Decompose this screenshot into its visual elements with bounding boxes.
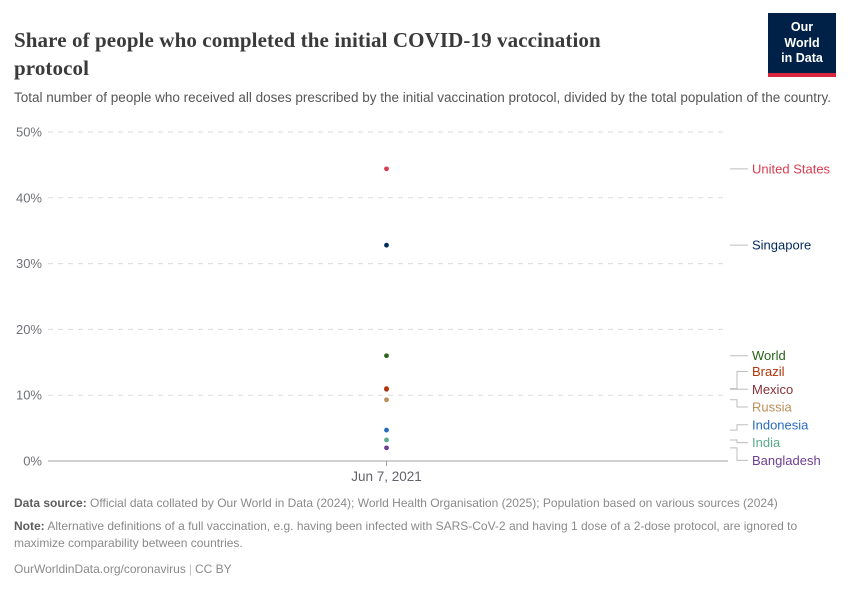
label-connector-bangladesh bbox=[730, 447, 748, 461]
citation-divider: | bbox=[188, 561, 192, 576]
owid-logo-line2: in Data bbox=[781, 51, 823, 66]
owid-logo[interactable]: Our World in Data bbox=[768, 13, 836, 77]
series-label-world[interactable]: World bbox=[752, 348, 786, 363]
series-dot-singapore[interactable] bbox=[384, 242, 389, 248]
owid-logo-accent-bar bbox=[768, 72, 836, 77]
data-source-text: Official data collated by Our World in D… bbox=[86, 496, 778, 510]
owid-logo-box: Our World in Data bbox=[768, 13, 836, 73]
label-connector-brazil bbox=[730, 371, 748, 390]
series-label-india[interactable]: India bbox=[752, 435, 781, 450]
chart-footer: Data source: Official data collated by O… bbox=[14, 495, 826, 577]
series-label-singapore[interactable]: Singapore bbox=[752, 238, 811, 253]
chart-canvas: 0% 10% 20% 30% 40% 50% Jun 7, 2021 United State… bbox=[16, 125, 831, 485]
y-tick-label: 40% bbox=[16, 190, 42, 205]
y-tick-label: 10% bbox=[16, 388, 42, 403]
series-dot-world[interactable] bbox=[384, 353, 389, 359]
owid-logo-line1: Our World bbox=[784, 20, 820, 50]
label-connector-india bbox=[730, 439, 748, 444]
y-tick-label: 50% bbox=[16, 125, 42, 140]
series-dot-bangladesh[interactable] bbox=[384, 445, 389, 451]
y-tick-label: 20% bbox=[16, 322, 42, 337]
series-dot-brazil[interactable] bbox=[384, 386, 389, 392]
series-dot-indonesia[interactable] bbox=[384, 427, 389, 433]
note-label: Note: bbox=[14, 519, 45, 534]
chart-subtitle: Total number of people who received all … bbox=[14, 89, 831, 105]
series-dot-india[interactable] bbox=[384, 437, 389, 443]
series-dot-russia[interactable] bbox=[384, 397, 389, 403]
x-tick-label: Jun 7, 2021 bbox=[351, 469, 422, 484]
note-row: Note: Alternative definitions of a full … bbox=[14, 518, 826, 551]
series-label-bangladesh[interactable]: Bangladesh bbox=[752, 453, 821, 468]
citation-link[interactable]: OurWorldinData.org/coronavirus bbox=[14, 561, 186, 576]
page-title: Share of people who completed the initia… bbox=[14, 28, 601, 80]
series-label-mexico[interactable]: Mexico bbox=[752, 382, 793, 397]
data-source-label: Data source: bbox=[14, 496, 87, 510]
data-source-row: Data source: Official data collated by O… bbox=[14, 495, 826, 511]
citation-license: CC BY bbox=[194, 561, 232, 576]
series-dot-united-states[interactable] bbox=[384, 166, 389, 172]
y-tick-label: 30% bbox=[16, 256, 42, 271]
citation-row: OurWorldinData.org/coronavirus | CC BY bbox=[14, 561, 826, 577]
note-text: Alternative definitions of a full vaccin… bbox=[14, 519, 798, 550]
label-connector-indonesia bbox=[730, 424, 748, 431]
series-label-indonesia[interactable]: Indonesia bbox=[752, 417, 809, 432]
y-tick-label: 0% bbox=[23, 454, 42, 469]
series-label-united-states[interactable]: United States bbox=[752, 161, 831, 176]
series-label-russia[interactable]: Russia bbox=[752, 400, 793, 415]
label-connector-russia bbox=[730, 399, 748, 408]
series-label-brazil[interactable]: Brazil bbox=[752, 364, 785, 379]
